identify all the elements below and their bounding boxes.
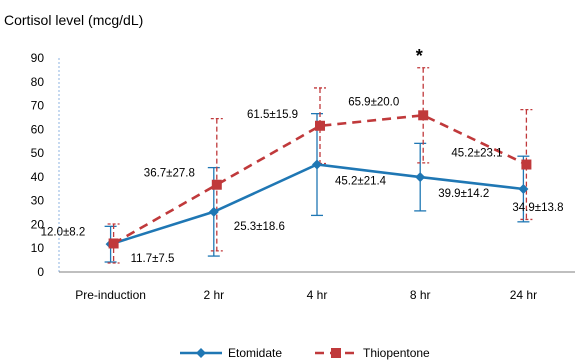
x-tick-labels: Pre-induction 2 hr 4 hr 8 hr 24 hr <box>75 288 537 302</box>
data-label: 25.3±18.6 <box>234 221 285 233</box>
y-tick-label: 70 <box>31 99 45 113</box>
data-label: 11.7±7.5 <box>131 253 175 265</box>
x-tick-label: 8 hr <box>410 288 431 302</box>
significance-asterisk: * <box>416 46 423 66</box>
y-tick-label: 90 <box>31 51 45 65</box>
data-label: 39.9±14.2 <box>438 188 489 200</box>
series-lines <box>110 113 527 246</box>
legend-label: Thiopentone <box>363 346 430 360</box>
legend-label: Etomidate <box>228 346 282 360</box>
chart-title: Cortisol level (mcg/dL) <box>4 12 143 28</box>
data-labels: 11.7±7.5 25.3±18.6 45.2±21.4 39.9±14.2 34.9±… <box>41 96 564 265</box>
data-label: 34.9±13.8 <box>512 202 563 214</box>
data-label: 65.9±20.0 <box>348 96 399 108</box>
x-tick-label: 2 hr <box>203 288 224 302</box>
series-markers <box>105 110 532 250</box>
marker-square <box>418 110 429 121</box>
legend-marker <box>196 348 206 358</box>
x-tick-label: 24 hr <box>510 288 537 302</box>
marker-diamond <box>518 184 529 195</box>
y-tick-label: 20 <box>31 217 45 231</box>
y-tick-label: 0 <box>37 265 44 279</box>
marker-square <box>108 238 119 249</box>
marker-diamond <box>208 206 219 217</box>
annotations: * <box>416 46 423 66</box>
marker-diamond <box>312 159 322 170</box>
marker-diamond <box>415 172 426 183</box>
y-tick-label: 30 <box>31 194 45 208</box>
marker-square <box>315 120 325 131</box>
legend: Etomidate Thiopentone <box>180 346 430 360</box>
data-label: 36.7±27.8 <box>144 168 195 180</box>
data-label: 61.5±15.9 <box>247 109 298 121</box>
y-tick-label: 10 <box>31 241 45 255</box>
marker-square <box>211 179 222 190</box>
data-label: 12.0±8.2 <box>41 226 86 238</box>
data-label: 45.2±23.1 <box>451 148 502 160</box>
marker-square <box>521 159 532 170</box>
data-label: 45.2±21.4 <box>335 176 387 188</box>
y-tick-label: 80 <box>31 75 45 89</box>
x-tick-label: 4 hr <box>307 288 328 302</box>
y-tick-label: 60 <box>31 122 45 136</box>
series-line-thiopentone <box>112 113 527 245</box>
y-tick-labels: 0 10 20 30 40 50 60 70 80 90 <box>31 51 45 279</box>
y-tick-label: 50 <box>31 146 45 160</box>
y-tick-label: 40 <box>31 170 45 184</box>
x-tick-label: Pre-induction <box>75 288 146 302</box>
legend-marker <box>331 348 341 358</box>
